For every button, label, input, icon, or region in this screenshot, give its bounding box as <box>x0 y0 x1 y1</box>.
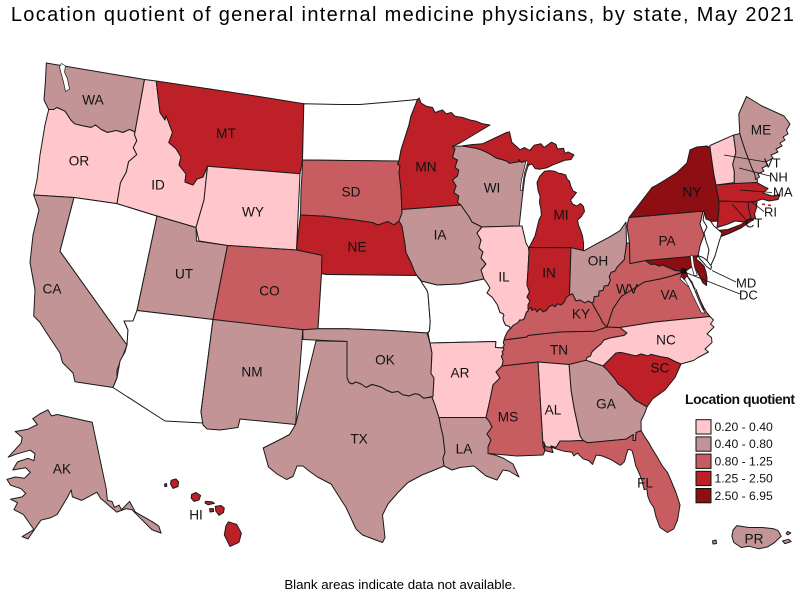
svg-text:AR: AR <box>451 366 470 381</box>
svg-text:MN: MN <box>415 160 436 175</box>
svg-text:MI: MI <box>553 208 568 223</box>
svg-text:WV: WV <box>616 282 638 297</box>
svg-text:FL: FL <box>637 476 653 491</box>
svg-text:CA: CA <box>43 282 63 297</box>
svg-text:ID: ID <box>151 178 165 193</box>
svg-text:OK: OK <box>375 353 395 368</box>
svg-text:MS: MS <box>498 410 518 425</box>
svg-text:AL: AL <box>545 403 562 418</box>
svg-text:0.80 - 1.25: 0.80 - 1.25 <box>715 454 773 468</box>
svg-text:IA: IA <box>434 228 448 243</box>
svg-text:TN: TN <box>550 343 568 358</box>
svg-text:NH: NH <box>769 170 788 185</box>
svg-text:VA: VA <box>660 288 678 303</box>
svg-text:RI: RI <box>764 205 777 220</box>
svg-text:1.25 - 2.50: 1.25 - 2.50 <box>715 472 773 486</box>
svg-text:SC: SC <box>651 361 670 376</box>
svg-text:ME: ME <box>751 123 771 138</box>
svg-text:WY: WY <box>242 205 264 220</box>
svg-text:Location quotient: Location quotient <box>685 391 795 407</box>
svg-text:MA: MA <box>773 185 793 200</box>
svg-text:TX: TX <box>350 432 367 447</box>
svg-text:MD: MD <box>736 276 756 291</box>
svg-text:IL: IL <box>498 270 510 285</box>
svg-text:0.40 - 0.80: 0.40 - 0.80 <box>715 437 773 451</box>
svg-text:NM: NM <box>241 365 262 380</box>
svg-text:MT: MT <box>216 126 236 141</box>
svg-text:NC: NC <box>656 333 676 348</box>
svg-text:PA: PA <box>658 234 676 249</box>
svg-text:NY: NY <box>683 185 702 200</box>
svg-text:UT: UT <box>175 267 193 282</box>
svg-text:PR: PR <box>745 532 764 547</box>
svg-text:CT: CT <box>745 216 762 231</box>
svg-text:2.50 - 6.95: 2.50 - 6.95 <box>715 489 773 503</box>
svg-text:LA: LA <box>456 442 474 457</box>
svg-text:IN: IN <box>542 266 556 281</box>
svg-text:WA: WA <box>82 93 104 108</box>
svg-text:HI: HI <box>189 508 203 523</box>
svg-text:AK: AK <box>53 462 71 477</box>
svg-text:CO: CO <box>259 284 279 299</box>
svg-text:SD: SD <box>342 185 361 200</box>
svg-text:GA: GA <box>596 397 617 412</box>
svg-text:OR: OR <box>69 154 90 169</box>
svg-text:KY: KY <box>572 307 590 322</box>
svg-text:0.20 - 0.40: 0.20 - 0.40 <box>715 420 773 434</box>
svg-text:NE: NE <box>348 240 367 255</box>
svg-text:DC: DC <box>739 288 758 303</box>
svg-text:WI: WI <box>484 181 501 196</box>
svg-text:OH: OH <box>588 254 608 269</box>
svg-text:VT: VT <box>764 156 781 171</box>
